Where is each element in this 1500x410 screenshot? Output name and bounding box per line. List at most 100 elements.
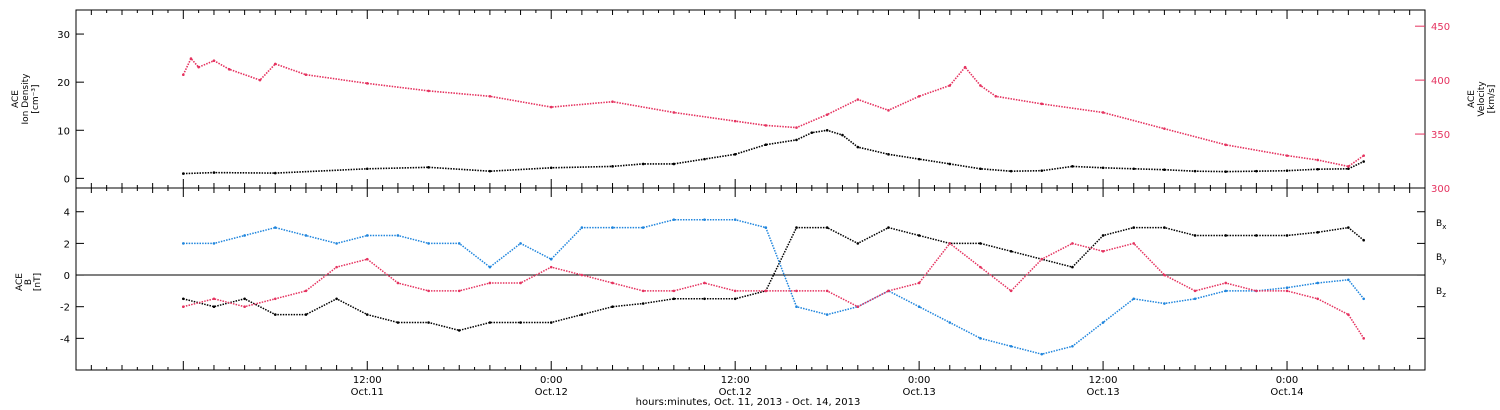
Bz-point [1040, 257, 1044, 261]
Bz-point [1163, 273, 1166, 277]
x-tick-time-label: 12:00 [353, 375, 382, 386]
x-tick-date-label: Oct.11 [351, 387, 384, 398]
density-point [733, 153, 737, 156]
Bz-point [1009, 289, 1013, 293]
x-tick-time-label: 12:00 [721, 375, 750, 386]
velocity-point [488, 95, 492, 98]
y-tick-label: 10 [57, 126, 70, 137]
Bx-point [335, 297, 338, 301]
density-point [764, 143, 768, 147]
density-point [611, 165, 614, 168]
Bx-point [917, 234, 921, 237]
density-point [549, 166, 553, 170]
Bx-point [1009, 250, 1013, 253]
velocity-point [948, 84, 952, 87]
Bz-point [733, 289, 737, 293]
legend-subscript: y [1442, 257, 1446, 265]
By-point [549, 257, 553, 261]
By-point [396, 234, 400, 237]
Bz-point [1071, 242, 1074, 245]
density-point [948, 162, 952, 166]
Bx-point [488, 321, 492, 324]
density-point [488, 169, 492, 173]
density-point [917, 157, 921, 161]
x-tick-time-label: 0:00 [908, 375, 930, 386]
By-point [733, 218, 737, 221]
velocity-point [672, 111, 676, 114]
velocity-point [1362, 154, 1365, 157]
density-point [273, 171, 277, 175]
Bz-point [273, 297, 277, 301]
velocity-point [212, 59, 216, 63]
Bz-point [917, 281, 921, 285]
panel-frame [75, 187, 1426, 371]
velocity-point [227, 68, 231, 71]
Bx-point [549, 321, 553, 324]
velocity-point [917, 95, 921, 98]
density-point [641, 162, 645, 166]
Bz-point [1347, 313, 1350, 316]
x-tick-date-label: Oct.12 [535, 387, 568, 398]
By-point [1362, 297, 1365, 301]
x-tick-date-label: Oct.12 [719, 387, 752, 398]
density-point [1101, 166, 1105, 170]
velocity-point [1101, 111, 1105, 114]
legend-Bz: Bz [1436, 287, 1446, 299]
y2-tick-label: 400 [1431, 76, 1450, 87]
By-point [1285, 286, 1289, 290]
density-point [1163, 168, 1166, 172]
time-axis-caption: hours:minutes, Oct. 11, 2013 - Oct. 14, … [636, 397, 861, 408]
velocity-point [764, 124, 768, 127]
velocity-point [1224, 143, 1228, 147]
Bz-point [396, 281, 400, 285]
Bz-point [580, 273, 584, 277]
Bx-point [825, 226, 829, 229]
x-tick-date-label: Oct.13 [903, 387, 936, 398]
density-point [182, 172, 185, 175]
velocity-point [189, 57, 193, 60]
y-axis-label: ACE [11, 90, 21, 108]
density-point [1285, 169, 1289, 172]
By-point [1040, 352, 1044, 356]
velocity-point [979, 84, 982, 87]
y-tick-label: -2 [60, 303, 70, 314]
velocity-point [1347, 165, 1350, 168]
Bz-point [611, 281, 614, 285]
density-point [1009, 169, 1013, 173]
By-point [304, 234, 308, 237]
y-tick-label: 0 [64, 271, 70, 282]
Bx-point [1362, 238, 1365, 242]
Bz-point [335, 265, 338, 269]
By-point [979, 337, 982, 340]
Bz-point [488, 281, 492, 285]
Bx-series-line [183, 226, 1365, 332]
By-point [365, 234, 369, 237]
density-point [1347, 167, 1350, 171]
density-point [1362, 160, 1365, 163]
By-point [611, 226, 614, 229]
Bx-point [733, 297, 737, 301]
density-point [856, 145, 860, 149]
velocity-point [273, 62, 277, 66]
velocity-point [611, 100, 614, 103]
y-tick-label: 20 [57, 78, 70, 89]
Bx-point [856, 242, 860, 245]
velocity-point [1316, 158, 1319, 162]
By-point [580, 226, 584, 229]
density-point [979, 167, 982, 171]
velocity-point [795, 126, 798, 129]
velocity-point [994, 95, 998, 98]
Bz-point [825, 289, 829, 293]
density-point [212, 171, 216, 174]
Bx-point [396, 321, 400, 324]
y2-tick-label: 450 [1431, 22, 1450, 33]
By-point [1071, 344, 1074, 348]
legend-By: By [1436, 253, 1446, 265]
velocity-point [304, 73, 308, 77]
Bx-point [1101, 234, 1105, 237]
By-point [1163, 302, 1166, 305]
Bz-point [1362, 337, 1365, 340]
velocity-point [427, 89, 430, 93]
By-point [825, 313, 829, 316]
By-point [212, 242, 216, 245]
